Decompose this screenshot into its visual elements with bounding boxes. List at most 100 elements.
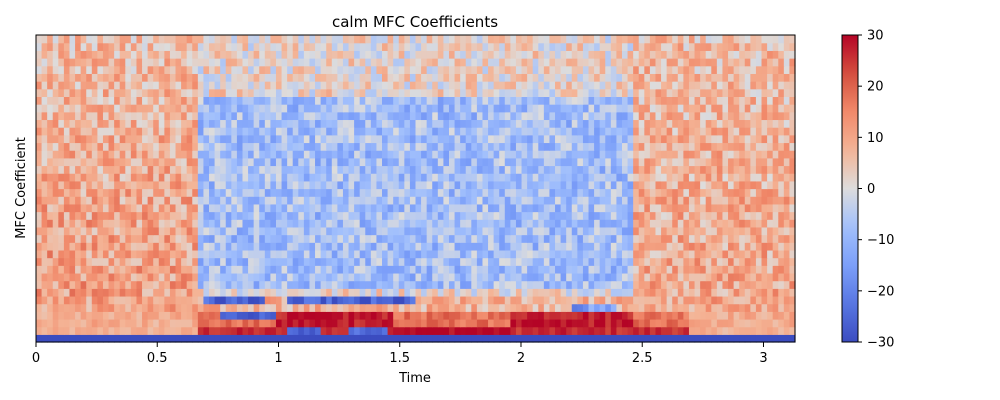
heatmap-cell	[426, 188, 433, 197]
heatmap-cell	[409, 234, 417, 243]
heatmap-cell	[125, 73, 132, 82]
heatmap-cell	[655, 295, 662, 305]
heatmap-cell	[733, 111, 740, 121]
heatmap-cell	[421, 334, 428, 343]
heatmap-cell	[577, 265, 584, 274]
heatmap-cell	[108, 288, 115, 297]
heatmap-cell	[683, 234, 690, 243]
heatmap-cell	[504, 249, 511, 259]
heatmap-cell	[577, 127, 584, 136]
heatmap-cell	[36, 257, 43, 266]
heatmap-cell	[409, 165, 417, 174]
heatmap-cell	[716, 288, 724, 297]
heatmap-cell	[527, 81, 534, 90]
heatmap-cell	[264, 165, 271, 174]
heatmap-cell	[97, 157, 104, 167]
heatmap-cell	[566, 303, 573, 312]
heatmap-cell	[97, 196, 104, 205]
heatmap-cell	[532, 119, 539, 128]
heatmap-cell	[515, 295, 523, 305]
heatmap-cell	[789, 203, 796, 213]
heatmap-cell	[426, 265, 433, 274]
heatmap-cell	[599, 81, 606, 90]
heatmap-cell	[370, 265, 378, 274]
heatmap-cell	[443, 111, 450, 121]
heatmap-cell	[164, 58, 171, 67]
heatmap-cell	[437, 58, 444, 67]
heatmap-cell	[499, 326, 506, 335]
heatmap-cell	[287, 311, 294, 320]
heatmap-cell	[577, 303, 584, 312]
heatmap-cell	[739, 295, 746, 305]
heatmap-cell	[521, 134, 528, 144]
heatmap-cell	[460, 173, 467, 182]
heatmap-cell	[326, 249, 333, 259]
heatmap-cell	[337, 288, 344, 297]
heatmap-cell	[225, 58, 232, 67]
heatmap-cell	[214, 249, 221, 259]
heatmap-cell	[588, 326, 595, 335]
heatmap-cell	[164, 226, 171, 236]
heatmap-cell	[130, 334, 138, 343]
heatmap-cell	[499, 257, 506, 266]
heatmap-cell	[348, 73, 355, 82]
heatmap-cell	[147, 180, 154, 190]
heatmap-cell	[510, 226, 517, 236]
heatmap-cell	[555, 234, 562, 243]
heatmap-cell	[102, 311, 110, 320]
heatmap-cell	[275, 188, 283, 197]
heatmap-cell	[209, 334, 216, 343]
heatmap-cell	[47, 111, 54, 121]
heatmap-cell	[482, 242, 489, 251]
heatmap-cell	[527, 134, 534, 144]
heatmap-cell	[303, 134, 311, 144]
heatmap-cell	[52, 257, 59, 266]
heatmap-cell	[588, 165, 595, 174]
heatmap-cell	[555, 96, 562, 105]
heatmap-cell	[443, 180, 450, 190]
heatmap-cell	[555, 318, 562, 328]
heatmap-cell	[421, 73, 428, 82]
heatmap-cell	[359, 173, 366, 182]
heatmap-cell	[209, 272, 216, 282]
heatmap-cell	[47, 127, 54, 136]
heatmap-cell	[75, 96, 82, 105]
heatmap-cell	[303, 96, 311, 105]
heatmap-cell	[705, 88, 712, 97]
heatmap-cell	[142, 288, 149, 297]
heatmap-cell	[599, 226, 606, 236]
heatmap-cell	[236, 111, 244, 121]
heatmap-cell	[532, 111, 539, 121]
heatmap-cell	[281, 280, 288, 289]
heatmap-cell	[142, 326, 149, 335]
heatmap-cell	[292, 280, 299, 289]
heatmap-cell	[527, 165, 534, 174]
heatmap-cell	[716, 134, 724, 144]
heatmap-cell	[281, 249, 288, 259]
heatmap-cell	[253, 142, 260, 151]
heatmap-cell	[460, 265, 467, 274]
heatmap-cell	[315, 272, 322, 282]
heatmap-cell	[488, 165, 495, 174]
heatmap-cell	[91, 81, 98, 90]
heatmap-cell	[733, 318, 740, 328]
heatmap-cell	[270, 303, 277, 312]
heatmap-cell	[476, 311, 484, 320]
heatmap-cell	[666, 303, 673, 312]
heatmap-cell	[728, 111, 735, 121]
heatmap-cell	[153, 280, 160, 289]
heatmap-cell	[359, 180, 366, 190]
heatmap-cell	[577, 295, 584, 305]
heatmap-cell	[147, 265, 154, 274]
heatmap-cell	[203, 180, 210, 190]
heatmap-cell	[153, 165, 160, 174]
heatmap-cell	[348, 165, 355, 174]
heatmap-cell	[694, 226, 701, 236]
heatmap-cell	[326, 58, 333, 67]
heatmap-cell	[175, 272, 182, 282]
heatmap-cell	[493, 265, 500, 274]
heatmap-cell	[275, 226, 283, 236]
heatmap-cell	[259, 111, 266, 121]
heatmap-cell	[594, 127, 601, 136]
heatmap-cell	[733, 157, 740, 167]
